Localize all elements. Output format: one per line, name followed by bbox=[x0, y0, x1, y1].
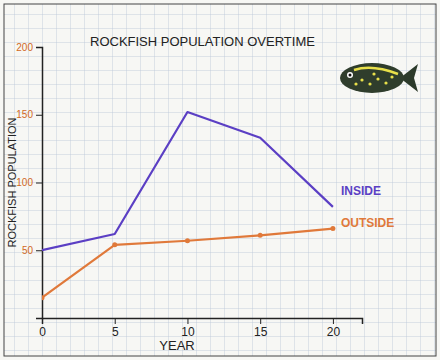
series-marker bbox=[112, 242, 117, 247]
plot: 0 5 10 15 20 50 100 150 200 INSIDE OUTSIDE bbox=[16, 42, 394, 339]
x-axis-line bbox=[43, 319, 363, 325]
series-label: INSIDE bbox=[341, 184, 381, 198]
fish-spot bbox=[354, 82, 357, 85]
x-axis-label: YEAR bbox=[159, 338, 194, 353]
x-tick: 10 bbox=[181, 318, 195, 339]
x-tick: 0 bbox=[39, 318, 46, 339]
fish-spot bbox=[360, 78, 363, 81]
series-marker bbox=[258, 233, 263, 238]
series-label: OUTSIDE bbox=[341, 216, 394, 230]
fish-spot bbox=[390, 75, 393, 78]
x-tick-label: 0 bbox=[39, 325, 46, 339]
paper bbox=[0, 0, 440, 360]
y-tick-mark bbox=[36, 47, 42, 48]
y-tick-label: 200 bbox=[16, 42, 33, 53]
fish-eye bbox=[347, 72, 353, 78]
series-line bbox=[42, 112, 333, 250]
fish-illustration bbox=[340, 63, 418, 93]
y-axis-line bbox=[36, 48, 43, 319]
y-tick-label: 150 bbox=[16, 109, 33, 120]
fish-pupil bbox=[349, 74, 352, 77]
chart: 0 5 10 15 20 50 100 150 200 INSIDE OUTSIDE ROCKFISH… bbox=[0, 0, 440, 360]
x-axis: 0 5 10 15 20 bbox=[39, 318, 362, 339]
y-tick-label: 50 bbox=[22, 245, 34, 256]
x-tick-mark bbox=[260, 318, 261, 324]
y-tick: 150 bbox=[16, 109, 42, 120]
y-tick: 100 bbox=[16, 177, 42, 188]
x-tick-mark bbox=[115, 318, 116, 324]
x-tick-label: 20 bbox=[327, 325, 341, 339]
graph-paper bbox=[4, 4, 436, 356]
fish-spot bbox=[384, 81, 387, 84]
fish-spot bbox=[368, 82, 371, 85]
y-tick: 50 bbox=[22, 245, 42, 256]
series-marker bbox=[185, 238, 190, 243]
y-tick-mark bbox=[36, 115, 42, 116]
y-tick-mark bbox=[36, 250, 42, 251]
x-tick: 20 bbox=[327, 318, 341, 339]
y-tick: 200 bbox=[16, 42, 42, 53]
title: ROCKFISH POPULATION OVERTIME bbox=[90, 34, 315, 49]
x-tick-label: 10 bbox=[181, 325, 195, 339]
series-marker bbox=[42, 295, 45, 300]
y-tick-label: 100 bbox=[16, 177, 33, 188]
fish-body bbox=[340, 63, 404, 93]
x-tick: 5 bbox=[112, 318, 119, 339]
series-line bbox=[42, 229, 333, 298]
x-tick-label: 15 bbox=[254, 325, 268, 339]
x-tick-label: 5 bbox=[112, 325, 119, 339]
y-axis: 50 100 150 200 bbox=[16, 42, 42, 319]
x-tick-mark bbox=[333, 318, 334, 324]
x-tick-mark bbox=[187, 318, 188, 324]
fish-spot bbox=[376, 77, 379, 80]
series-group bbox=[42, 112, 335, 300]
y-axis-label: ROCKFISH POPULATION bbox=[6, 117, 18, 247]
x-tick: 15 bbox=[254, 318, 268, 339]
y-tick-mark bbox=[36, 183, 42, 184]
fish-spot bbox=[372, 72, 375, 75]
fish-stripe bbox=[354, 68, 398, 74]
series-marker bbox=[330, 226, 335, 231]
